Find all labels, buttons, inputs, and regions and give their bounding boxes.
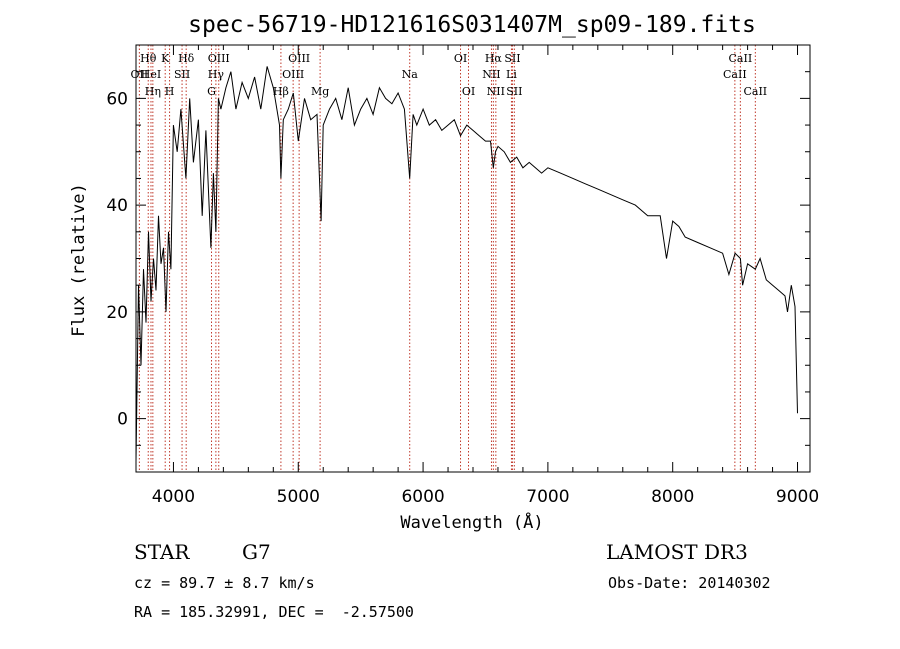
line-label-2: HeI (141, 68, 161, 81)
spectrum-line (135, 66, 798, 462)
line-label-22: Li (506, 68, 517, 81)
coordinates: RA = 185.32991, DEC = -2.57500 (134, 603, 414, 621)
line-label-12: OIII (288, 52, 310, 65)
x-tick-label: 4000 (152, 487, 195, 507)
line-label-16: OI (454, 52, 467, 65)
axis-ticks: 4000 5000 6000 7000 8000 9000 0 20 40 60 (106, 44, 819, 507)
emission-line-markers (138, 45, 756, 472)
x-axis-label: Wavelength (Å) (400, 511, 543, 533)
line-label-17: OI (462, 85, 475, 98)
line-label-6: H (165, 85, 175, 98)
line-label-20: NII (487, 85, 505, 98)
line-label-23: SII (506, 85, 522, 98)
line-label-11: Hβ (273, 85, 289, 98)
line-label-19: NII (482, 68, 500, 81)
x-tick-label: 7000 (526, 487, 569, 507)
line-label-18: Hα (485, 52, 503, 65)
x-tick-label: 9000 (776, 487, 819, 507)
survey-name: LAMOST DR3 (606, 540, 748, 564)
line-label-25: CaII (723, 68, 747, 81)
spectral-subclass: G7 (242, 540, 271, 564)
line-label-8: OIII (208, 52, 230, 65)
x-tick-label: 5000 (277, 487, 320, 507)
line-label-21: SII (504, 52, 520, 65)
line-label-14: Mg (311, 85, 329, 98)
y-tick-label: 60 (106, 89, 128, 109)
line-label-26: CaII (743, 85, 767, 98)
plot-frame (135, 44, 811, 473)
line-label-9: Hγ (208, 68, 225, 81)
line-label-7: Hδ (178, 52, 195, 65)
emission-line-labels: OII Hθ HeI Hη K SII H Hδ OIII Hγ G Hβ OIII OIII Mg Na OI… (131, 52, 768, 98)
y-tick-label: 0 (117, 410, 128, 430)
line-label-13: OIII (282, 68, 304, 81)
line-label-24: CaII (729, 52, 753, 65)
observation-date: Obs-Date: 20140302 (608, 574, 771, 592)
object-class: STAR (134, 540, 190, 564)
redshift-value: cz = 89.7 ± 8.7 km/s (134, 574, 315, 592)
y-axis-label: Flux (relative) (69, 183, 89, 337)
y-tick-label: 20 (106, 303, 128, 323)
line-label-3: Hη (145, 85, 161, 98)
line-label-15: Na (402, 68, 419, 81)
chart-title: spec-56719-HD121616S031407M_sp09-189.fit… (188, 12, 756, 38)
y-tick-label: 40 (106, 196, 128, 216)
x-tick-label: 6000 (401, 487, 444, 507)
line-label-5: SII (174, 68, 190, 81)
x-tick-label: 8000 (651, 487, 694, 507)
line-label-4: K (161, 52, 170, 65)
line-label-0: OII (131, 68, 149, 81)
line-label-1: Hθ (140, 52, 157, 65)
line-label-10: G (207, 85, 216, 98)
